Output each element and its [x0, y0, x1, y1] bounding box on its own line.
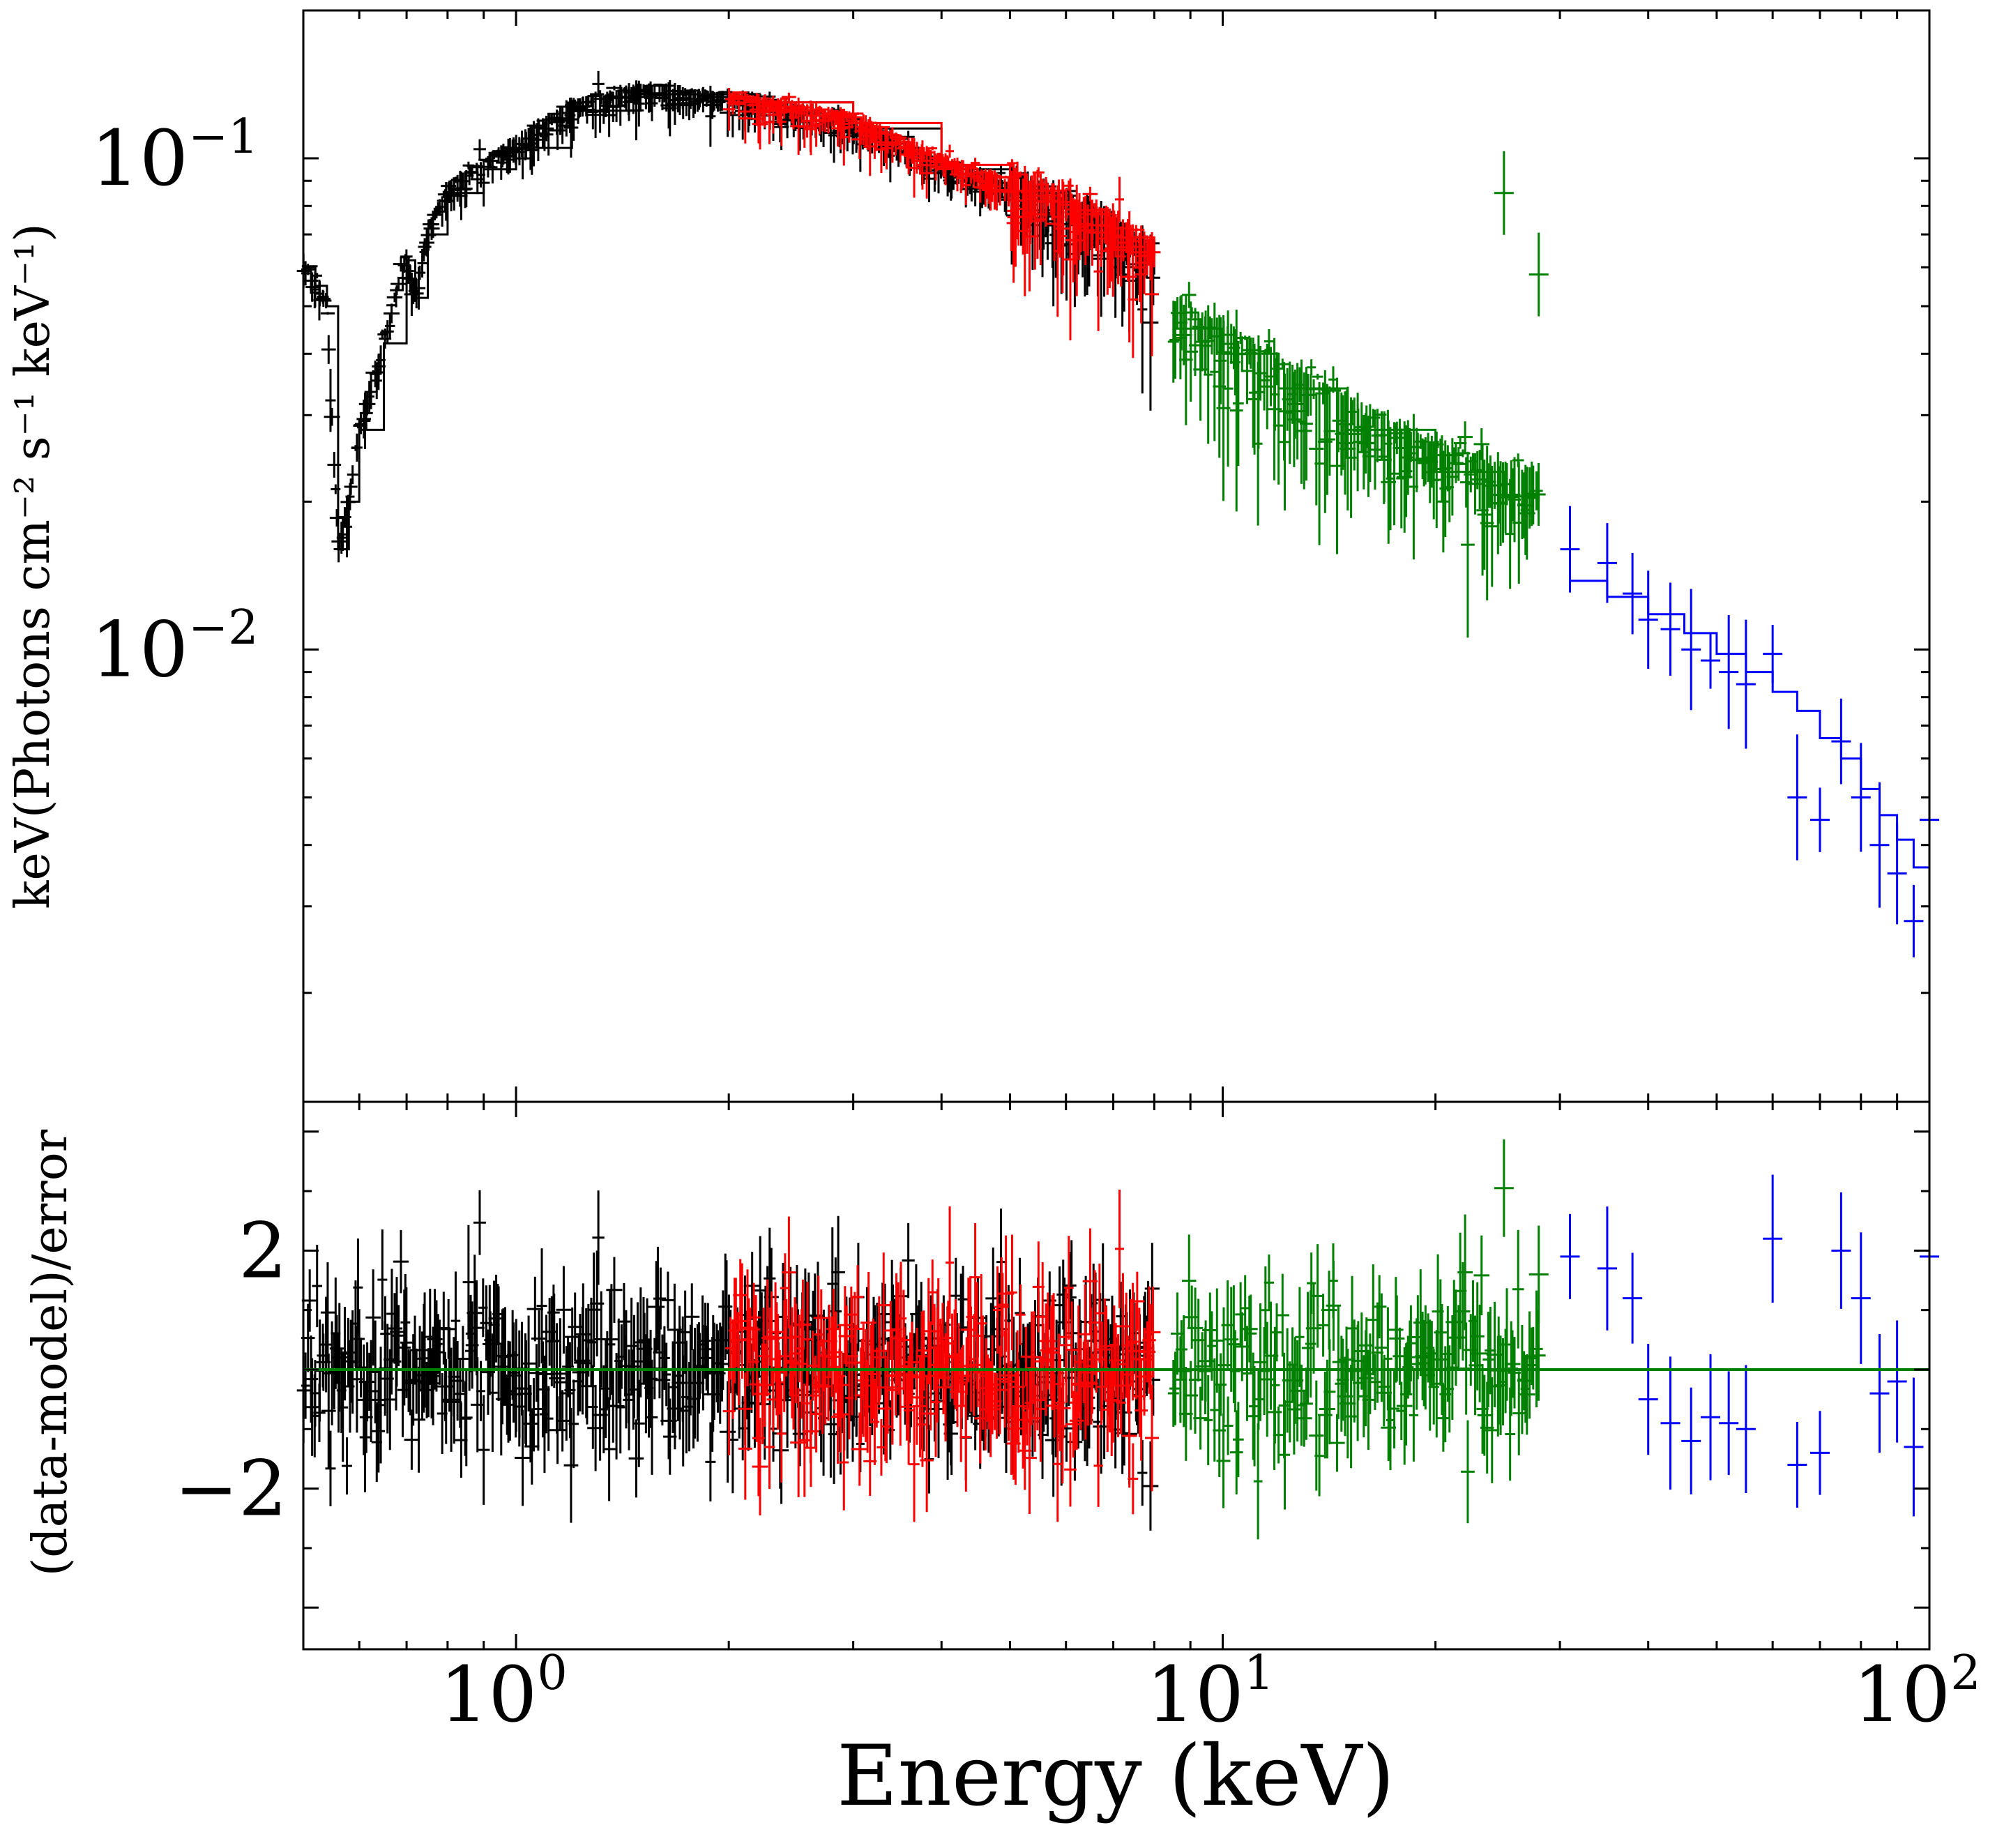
spectrum-y-axis-title: keV(Photons cm⁻² s⁻¹ keV⁻¹) — [6, 223, 61, 909]
spectrum-y-tick-label: 10−2 — [91, 600, 259, 694]
series-black — [296, 70, 1161, 563]
model-line-black — [303, 93, 1155, 551]
series-green — [1167, 151, 1549, 638]
spectrum-data-layer — [296, 70, 1939, 957]
spectrum-panel: 10−1 10−2 keV(Photons cm⁻² s⁻¹ keV⁻¹) — [6, 9, 1939, 1103]
residuals-plot-frame — [302, 1100, 1931, 1651]
residuals-panel: 2 −2 (data-model)/error — [23, 1100, 1939, 1651]
residuals-data-layer — [296, 1139, 1939, 1540]
residuals-y-axis-title: (data-model)/error — [23, 1129, 78, 1576]
series-blue — [1560, 506, 1939, 957]
x-tick-label: 101 — [1146, 1646, 1274, 1739]
residual-series-blue — [1560, 1174, 1939, 1517]
spectrum-y-tick-label: 10−1 — [91, 109, 259, 203]
series-red — [722, 88, 1161, 358]
residuals-y-tick-labels: 2 −2 — [174, 1206, 287, 1533]
residuals-y-tick-label: 2 — [238, 1206, 287, 1295]
x-tick-label: 100 — [439, 1646, 567, 1739]
spectrum-y-tick-labels: 10−1 10−2 — [91, 109, 259, 695]
residuals-y-tick-label: −2 — [174, 1444, 287, 1533]
x-tick-label: 102 — [1853, 1646, 1980, 1739]
spectrum-plot-frame — [302, 9, 1931, 1103]
residual-series-green — [1167, 1139, 1549, 1540]
residual-series-red — [722, 1189, 1161, 1522]
x-tick-labels: 100 101 102 — [439, 1646, 1980, 1739]
residuals-ticks — [302, 1102, 1931, 1649]
spectrum-ticks — [302, 9, 1931, 1102]
x-axis-title: Energy (keV) — [837, 1728, 1395, 1825]
